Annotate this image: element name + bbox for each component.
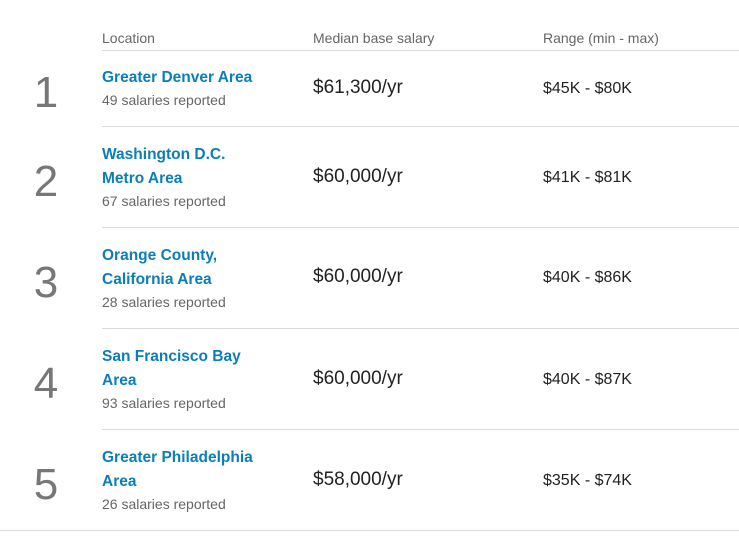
location-cell: Orange County, California Area 28 salari…	[102, 244, 302, 312]
median-salary: $58,000/yr	[313, 469, 403, 490]
table-header: Location Median base salary Range (min -…	[102, 0, 739, 51]
rank-number: 4	[33, 359, 59, 408]
row-divider	[102, 328, 739, 329]
table-row: 1 Greater Denver Area 49 salaries report…	[0, 51, 739, 127]
salary-range: $40K - $87K	[543, 371, 632, 388]
rank-number: 2	[33, 157, 59, 206]
salary-range: $35K - $74K	[543, 472, 632, 489]
location-cell: Washington D.C. Metro Area 67 salaries r…	[102, 143, 302, 211]
location-name-line1: Orange County,	[102, 247, 218, 264]
location-cell: Greater Denver Area 49 salaries reported	[102, 66, 302, 110]
header-median-salary: Median base salary	[313, 30, 435, 46]
location-cell: Greater Philadelphia Area 26 salaries re…	[102, 446, 302, 514]
location-link-san-francisco-bay[interactable]: San Francisco Bay Area	[102, 345, 302, 393]
salaries-reported: 67 salaries reported	[102, 193, 226, 209]
median-salary: $60,000/yr	[313, 368, 403, 389]
location-cell: San Francisco Bay Area 93 salaries repor…	[102, 345, 302, 413]
salary-range: $41K - $81K	[543, 169, 632, 186]
salaries-reported: 28 salaries reported	[102, 294, 226, 310]
location-link-orange-county[interactable]: Orange County, California Area	[102, 244, 302, 292]
location-name-line2: Metro Area	[102, 170, 183, 187]
table-bottom-divider	[0, 530, 739, 531]
rank-number: 5	[33, 460, 59, 509]
location-name-line2: California Area	[102, 271, 212, 288]
location-name-line1: Greater Denver Area	[102, 69, 253, 86]
location-name-line1: San Francisco Bay	[102, 348, 241, 365]
table-row: 2 Washington D.C. Metro Area 67 salaries…	[0, 127, 739, 227]
median-salary: $60,000/yr	[313, 266, 403, 287]
location-link-washington-dc[interactable]: Washington D.C. Metro Area	[102, 143, 302, 191]
header-location: Location	[102, 30, 155, 46]
salaries-reported: 26 salaries reported	[102, 496, 226, 512]
header-range: Range (min - max)	[543, 30, 659, 46]
location-name-line1: Washington D.C.	[102, 146, 226, 163]
location-name-line2: Area	[102, 372, 137, 389]
location-link-greater-denver[interactable]: Greater Denver Area	[102, 66, 302, 90]
location-link-greater-philadelphia[interactable]: Greater Philadelphia Area	[102, 446, 302, 494]
rank-number: 1	[33, 68, 59, 117]
rank-number: 3	[33, 258, 59, 307]
table-row: 4 San Francisco Bay Area 93 salaries rep…	[0, 329, 739, 429]
row-divider	[102, 227, 739, 228]
salaries-reported: 49 salaries reported	[102, 92, 226, 108]
row-divider	[102, 429, 739, 430]
salaries-reported: 93 salaries reported	[102, 395, 226, 411]
salary-range: $45K - $80K	[543, 80, 632, 97]
median-salary: $61,300/yr	[313, 77, 403, 98]
row-divider	[102, 126, 739, 127]
location-name-line2: Area	[102, 473, 137, 490]
table-row: 3 Orange County, California Area 28 sala…	[0, 228, 739, 328]
median-salary: $60,000/yr	[313, 166, 403, 187]
salary-range: $40K - $86K	[543, 269, 632, 286]
location-name-line1: Greater Philadelphia	[102, 449, 253, 466]
table-row: 5 Greater Philadelphia Area 26 salaries …	[0, 430, 739, 530]
